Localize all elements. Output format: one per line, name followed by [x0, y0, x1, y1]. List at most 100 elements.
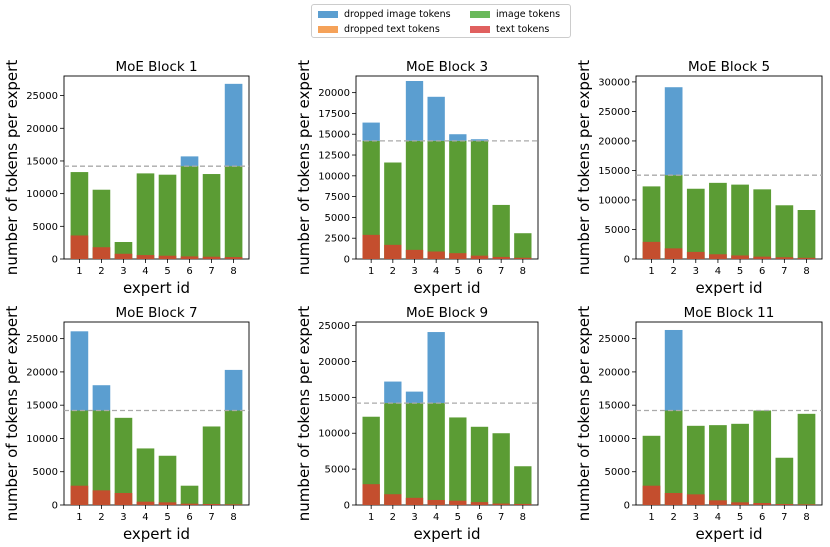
- bar-text-tokens: [642, 241, 661, 259]
- x-tick-label: 3: [120, 512, 126, 523]
- x-tick-label: 4: [142, 266, 148, 277]
- x-tick-label: 2: [98, 266, 104, 277]
- y-tick-label: 5000: [33, 222, 58, 233]
- x-tick-label: 7: [208, 266, 214, 277]
- x-tick-label: 1: [76, 266, 82, 277]
- x-tick-label: 6: [186, 266, 192, 277]
- y-tick-label: 25000: [26, 91, 58, 102]
- x-tick-label: 6: [759, 512, 765, 523]
- x-tick-label: 6: [476, 512, 482, 523]
- x-tick-label: 7: [498, 266, 504, 277]
- bar-text-tokens: [202, 256, 221, 259]
- bar-text-tokens: [224, 257, 243, 259]
- y-axis-label: number of tokens per expert: [575, 60, 593, 276]
- bar-text-tokens: [709, 500, 727, 505]
- bar-image-tokens: [136, 448, 155, 505]
- bar-text-tokens: [180, 503, 199, 505]
- bar-image-tokens: [362, 140, 380, 259]
- plot-frame: [635, 321, 823, 506]
- legend-label: dropped image tokens: [344, 9, 451, 20]
- bar-image-tokens: [514, 466, 532, 505]
- y-tick-label: 10000: [598, 434, 630, 445]
- bar-text-tokens: [686, 251, 705, 259]
- x-axis-label: expert id: [695, 279, 762, 297]
- x-tick-label: 2: [98, 512, 104, 523]
- bar-image-tokens: [686, 425, 705, 505]
- y-axis-label: number of tokens per expert: [3, 306, 21, 522]
- bar-image-tokens: [797, 413, 816, 505]
- y-tick-label: 0: [52, 501, 58, 512]
- x-tick-label: 8: [520, 266, 526, 277]
- bar-image-tokens: [202, 174, 221, 259]
- y-tick-label: 12500: [318, 151, 350, 162]
- x-tick-label: 5: [737, 512, 743, 523]
- bar-text-tokens: [202, 504, 221, 505]
- bar-text-tokens: [514, 503, 532, 505]
- bar-text-tokens: [686, 494, 705, 505]
- x-tick-label: 6: [476, 266, 482, 277]
- bar-text-tokens: [775, 504, 794, 505]
- bar-image-tokens: [427, 140, 445, 259]
- bar-image-tokens: [753, 189, 772, 259]
- y-tick-label: 10000: [318, 171, 350, 182]
- y-tick-label: 15000: [318, 130, 350, 141]
- bar-dropped-image: [449, 134, 467, 141]
- y-tick-label: 25000: [318, 321, 350, 332]
- bar-image-tokens: [202, 426, 221, 505]
- legend-item-image: image tokens: [470, 9, 560, 20]
- y-tick-label: 20000: [318, 88, 350, 99]
- legend-item-dropped-text: dropped text tokens: [318, 24, 440, 35]
- x-tick-label: 1: [76, 512, 82, 523]
- x-tick-label: 4: [715, 266, 721, 277]
- y-tick-label: 20000: [318, 357, 350, 368]
- bar-text-tokens: [753, 503, 772, 505]
- y-tick-label: 20000: [598, 136, 630, 147]
- bar-dropped-image: [362, 122, 380, 141]
- x-tick-label: 4: [715, 512, 721, 523]
- bar-text-tokens: [224, 504, 243, 505]
- bar-image-tokens: [731, 423, 749, 505]
- plot-frame: [63, 75, 250, 260]
- bar-dropped-image: [664, 87, 683, 176]
- y-tick-label: 25000: [26, 334, 58, 345]
- x-tick-label: 6: [186, 512, 192, 523]
- x-tick-label: 6: [759, 266, 765, 277]
- bar-text-tokens: [114, 253, 133, 259]
- bar-image-tokens: [362, 416, 380, 505]
- chart-title: MoE Block 9: [406, 305, 488, 321]
- x-tick-label: 3: [693, 512, 699, 523]
- x-tick-label: 1: [368, 512, 374, 523]
- bar-image-tokens: [470, 426, 489, 505]
- bar-dropped-image: [180, 156, 199, 167]
- bar-text-tokens: [427, 251, 445, 259]
- bar-image-tokens: [92, 410, 111, 505]
- x-tick-label: 3: [693, 266, 699, 277]
- plot-frame: [355, 75, 539, 260]
- y-tick-label: 5000: [605, 467, 630, 478]
- bar-text-tokens: [731, 502, 749, 505]
- legend-label: text tokens: [496, 24, 550, 35]
- y-axis-label: number of tokens per expert: [295, 306, 313, 522]
- bar-image-tokens: [709, 182, 727, 259]
- x-tick-label: 2: [670, 512, 676, 523]
- bar-dropped-image: [427, 96, 445, 141]
- bar-text-tokens: [384, 244, 402, 259]
- bar-text-tokens: [731, 255, 749, 259]
- y-tick-label: 5000: [325, 465, 350, 476]
- legend-item-dropped-image: dropped image tokens: [318, 9, 451, 20]
- legend-swatch-dropped-text: [318, 26, 338, 33]
- x-tick-label: 1: [648, 512, 654, 523]
- bar-image-tokens: [449, 140, 467, 259]
- bar-image-tokens: [180, 485, 199, 505]
- bar-text-tokens: [709, 254, 727, 259]
- bar-text-tokens: [797, 257, 816, 259]
- y-tick-label: 7500: [325, 192, 350, 203]
- bar-text-tokens: [664, 493, 683, 505]
- x-axis-label: expert id: [413, 279, 480, 297]
- bar-image-tokens: [158, 174, 177, 259]
- bar-image-tokens: [158, 455, 177, 505]
- y-tick-label: 10000: [318, 429, 350, 440]
- bar-dropped-image: [224, 83, 243, 167]
- y-tick-label: 15000: [598, 401, 630, 412]
